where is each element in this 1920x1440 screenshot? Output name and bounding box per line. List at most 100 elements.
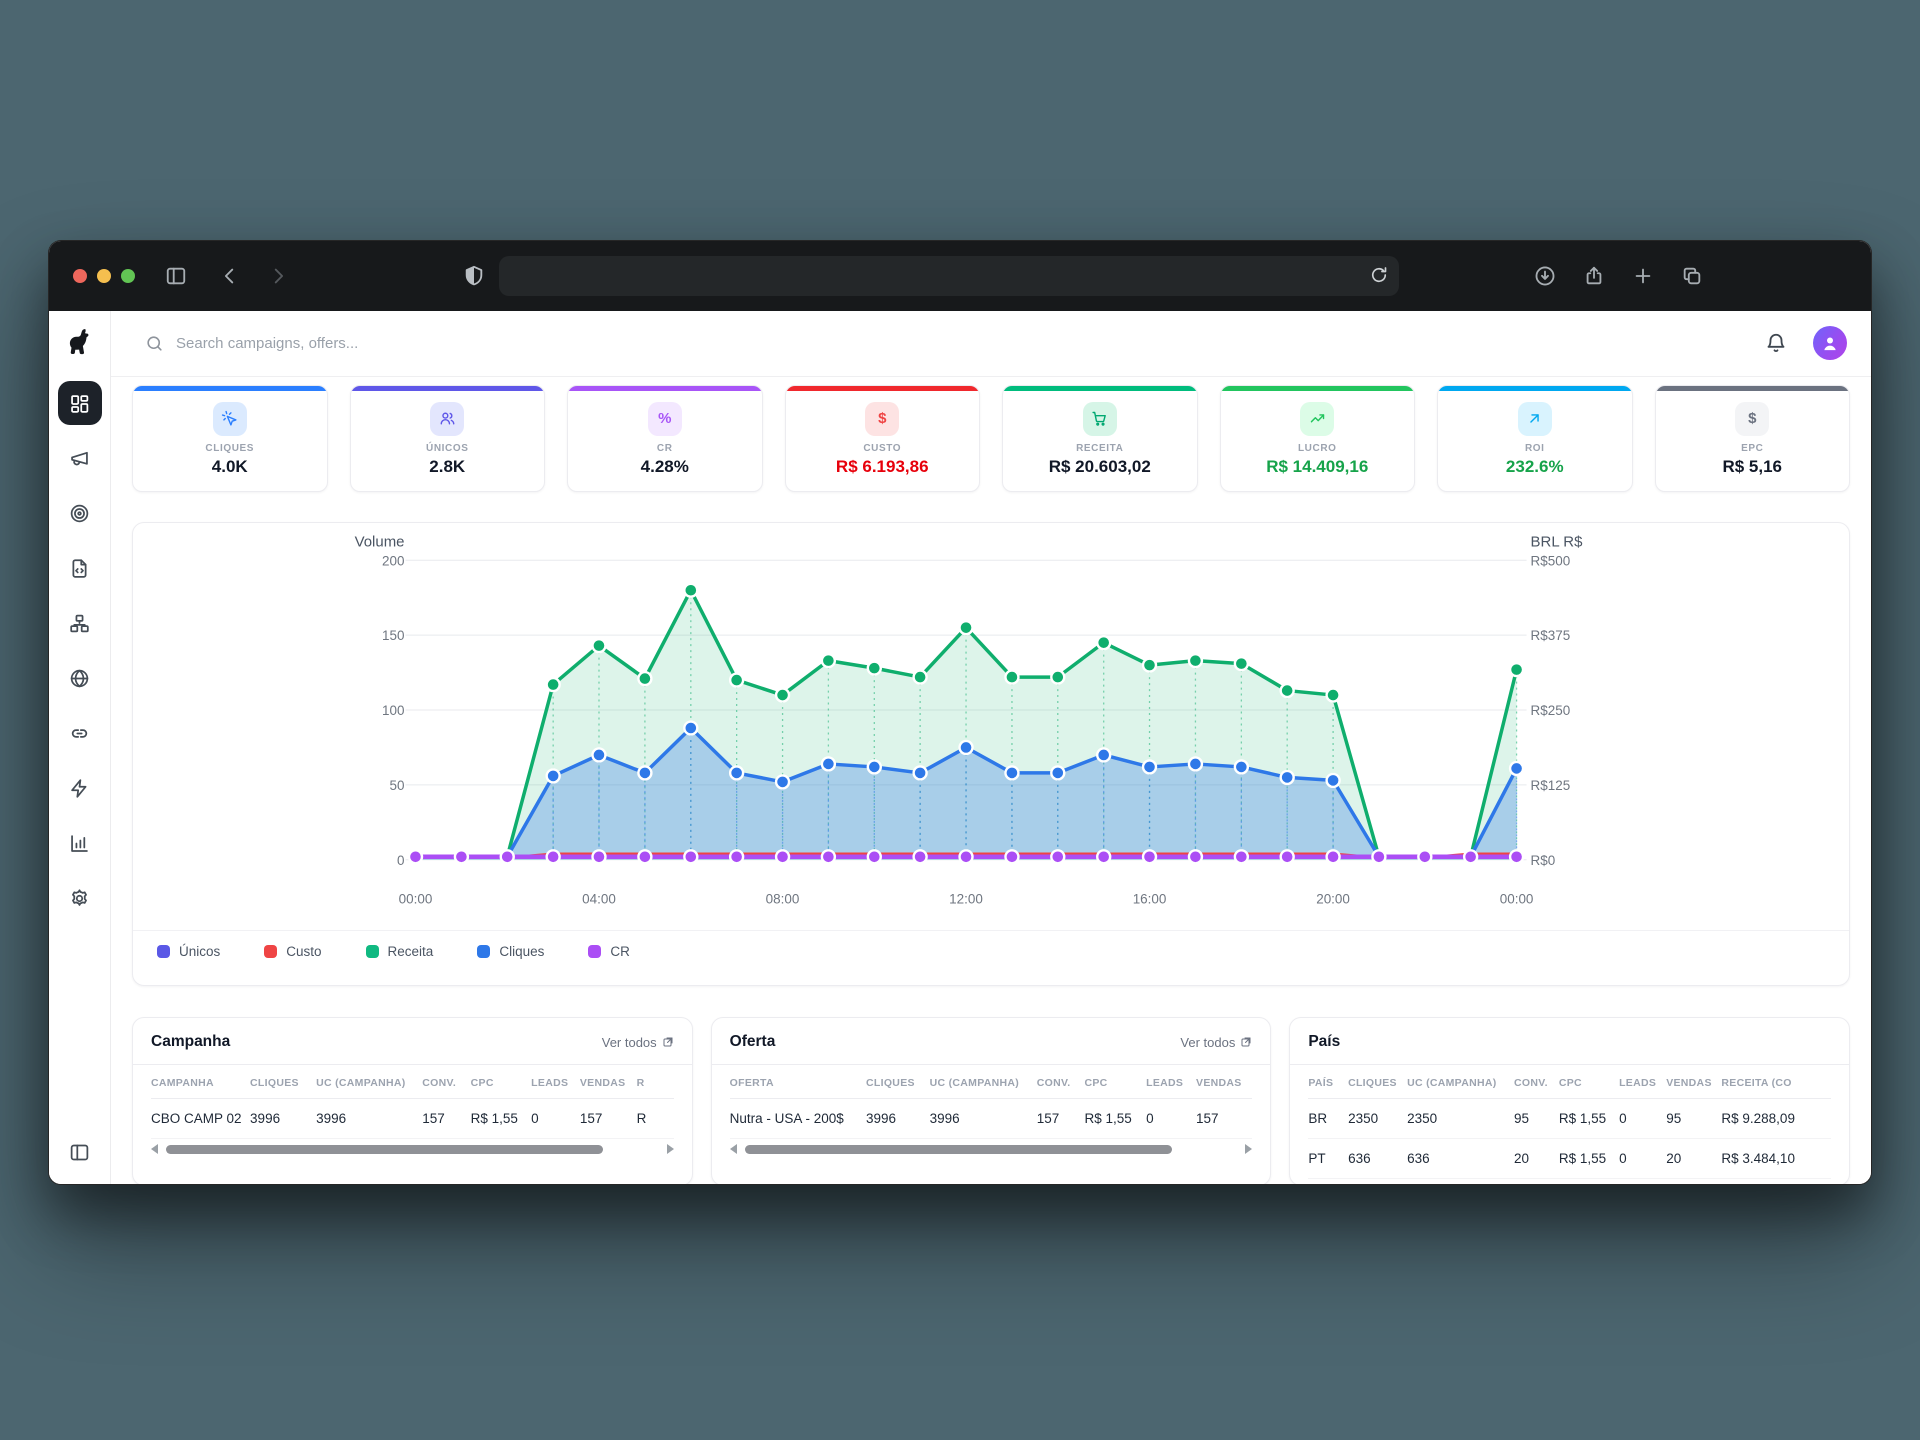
column-header[interactable]: PAÍS [1308, 1065, 1349, 1099]
table-row[interactable]: Nutra - USA - 200$ 3996 3996 157 R$ 1,55 0 157 [729, 1098, 1253, 1139]
dollar-icon: $ [1735, 401, 1770, 436]
scrollbar-thumb[interactable] [166, 1144, 604, 1154]
scroll-left-arrow[interactable] [151, 1144, 158, 1154]
table-row[interactable]: CBO CAMP 02 3996 3996 157 R$ 1,55 0 157 R [151, 1098, 674, 1139]
column-header[interactable]: LEADS [1146, 1065, 1197, 1099]
privacy-shield-icon[interactable] [463, 265, 485, 287]
stat-card-receita[interactable]: RECEITA R$ 20.603,02 [1002, 384, 1198, 492]
forward-icon[interactable] [267, 265, 289, 287]
column-header[interactable]: CONV. [422, 1065, 471, 1099]
minimize-window-button[interactable] [97, 269, 111, 283]
legend-item-cliques[interactable]: Cliques [477, 944, 544, 959]
scrollbar-thumb[interactable] [744, 1144, 1172, 1154]
search-input[interactable] [176, 334, 596, 352]
reload-icon[interactable] [1369, 265, 1389, 285]
column-header[interactable]: CLIQUES [866, 1065, 930, 1099]
stat-accent-bar [1220, 385, 1414, 391]
sidebar-item-reports[interactable] [58, 821, 102, 865]
legend-item-custo[interactable]: Custo [264, 944, 322, 959]
bar-chart-icon [69, 833, 90, 854]
sidebar-item-targets[interactable] [58, 491, 102, 535]
share-icon[interactable] [1583, 265, 1605, 287]
ver-todos-link[interactable]: Ver todos [1180, 1035, 1252, 1050]
stat-card-únicos[interactable]: ÚNICOS 2.8K [349, 384, 545, 492]
sidebar-item-dashboard[interactable] [57, 381, 102, 425]
sidebar-item-campaigns[interactable] [58, 436, 102, 480]
back-icon[interactable] [219, 265, 241, 287]
layout-grid-icon [69, 393, 90, 414]
stat-card-roi[interactable]: ROI 232.6% [1437, 384, 1633, 492]
browser-sidebar-toggle-icon[interactable] [165, 265, 187, 287]
column-header[interactable]: CPC [1084, 1065, 1147, 1099]
trending-up-icon [1300, 401, 1335, 436]
column-header[interactable]: CLIQUES [1348, 1065, 1408, 1099]
address-bar[interactable] [499, 256, 1399, 296]
column-header[interactable]: CONV. [1514, 1065, 1559, 1099]
column-header[interactable]: LEADS [531, 1065, 580, 1099]
column-header[interactable]: UC (CAMPANHA) [1407, 1065, 1515, 1099]
column-header[interactable]: OFERTA [729, 1065, 867, 1099]
column-header[interactable]: CAMPANHA [151, 1065, 251, 1099]
horizontal-scrollbar[interactable] [133, 1139, 692, 1154]
scrollbar-track[interactable] [743, 1144, 1240, 1154]
browser-window: CLIQUES 4.0K ÚNICOS 2.8K% CR 4.28% $ CUSTO R$ 6.… [48, 240, 1872, 1185]
stat-card-lucro[interactable]: LUCRO R$ 14.409,16 [1219, 384, 1415, 492]
maximize-window-button[interactable] [121, 269, 135, 283]
column-header[interactable]: CLIQUES [250, 1065, 317, 1099]
stat-value: R$ 14.409,16 [1266, 456, 1369, 476]
downloads-icon[interactable] [1534, 265, 1556, 287]
ver-todos-link[interactable]: Ver todos [602, 1035, 674, 1050]
column-header[interactable]: UC (CAMPANHA) [316, 1065, 423, 1099]
legend-label: Receita [387, 943, 434, 959]
tab-overview-icon[interactable] [1681, 265, 1703, 287]
column-header[interactable]: CPC [1558, 1065, 1620, 1099]
column-header[interactable]: VENDAS [1196, 1065, 1253, 1099]
legend-item-cr[interactable]: CR [588, 944, 630, 959]
stat-card-custo[interactable]: $ CUSTO R$ 6.193,86 [784, 384, 980, 492]
table-card-oferta: Oferta Ver todos OFERTA CLIQUES UC (CAMPANHA… [710, 1017, 1272, 1184]
column-header[interactable]: LEADS [1619, 1065, 1667, 1099]
table-row[interactable]: PT 636 636 20 R$ 1,55 0 20 R$ 3.484,10 [1308, 1138, 1832, 1179]
column-header[interactable]: CPC [470, 1065, 532, 1099]
sidebar-item-links[interactable] [58, 711, 102, 755]
stat-card-epc[interactable]: $ EPC R$ 5,16 [1654, 384, 1850, 492]
column-header[interactable]: VENDAS [1666, 1065, 1722, 1099]
horizontal-scrollbar[interactable] [712, 1139, 1271, 1154]
stat-accent-bar [1003, 385, 1197, 391]
search-bar [145, 334, 1765, 353]
sidebar-item-domains[interactable] [58, 656, 102, 700]
column-header[interactable]: RECEITA (CO [1721, 1065, 1832, 1099]
stat-card-cr[interactable]: % CR 4.28% [567, 384, 763, 492]
legend-item-únicos[interactable]: Únicos [157, 944, 220, 959]
scroll-right-arrow[interactable] [1245, 1144, 1253, 1154]
table-cell: 157 [1036, 1098, 1085, 1139]
sidebar-item-settings[interactable] [58, 876, 102, 920]
scroll-right-arrow[interactable] [666, 1144, 674, 1154]
legend-item-receita[interactable]: Receita [365, 943, 434, 959]
table-cell: 3996 [866, 1098, 930, 1139]
stat-label: EPC [1741, 442, 1764, 454]
sidebar-item-landers[interactable] [58, 546, 102, 590]
sidebar-item-automation[interactable] [58, 766, 102, 810]
column-header[interactable]: VENDAS [579, 1065, 637, 1099]
search-icon [145, 334, 164, 353]
new-tab-icon[interactable] [1632, 265, 1654, 287]
table-row[interactable]: BR 2350 2350 95 R$ 1,55 0 95 R$ 9.288,09 [1308, 1098, 1832, 1139]
dog-logo [65, 327, 95, 357]
notifications-bell-icon[interactable] [1765, 332, 1787, 354]
svg-text:16:00: 16:00 [1133, 892, 1167, 907]
close-window-button[interactable] [73, 269, 87, 283]
stat-accent-bar [1438, 385, 1632, 391]
collapse-sidebar-icon[interactable] [69, 1142, 90, 1168]
svg-text:20:00: 20:00 [1316, 892, 1350, 907]
scroll-left-arrow[interactable] [729, 1144, 737, 1154]
sidebar-item-flows[interactable] [58, 601, 102, 645]
scrollbar-track[interactable] [164, 1144, 661, 1154]
stat-label: ROI [1524, 442, 1545, 454]
column-header[interactable]: R [636, 1065, 674, 1099]
table-card-campanha: Campanha Ver todos CAMPANHA CLIQUES UC (CAMP… [132, 1017, 693, 1184]
stat-card-cliques[interactable]: CLIQUES 4.0K [132, 384, 328, 492]
user-avatar[interactable] [1813, 326, 1847, 361]
column-header[interactable]: CONV. [1036, 1065, 1085, 1099]
column-header[interactable]: UC (CAMPANHA) [929, 1065, 1037, 1099]
